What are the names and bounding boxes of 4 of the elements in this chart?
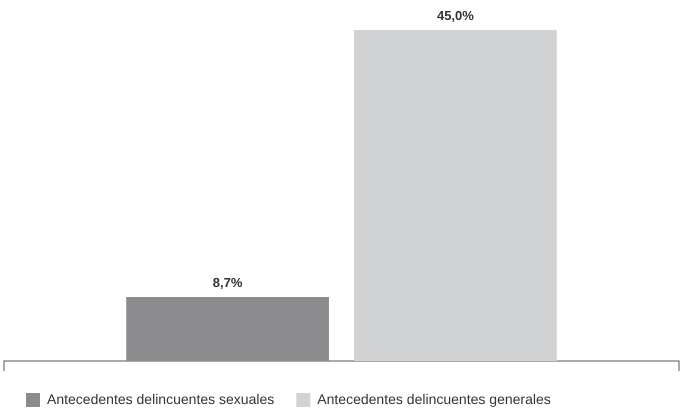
legend-label: Antecedentes delincuentes sexuales [47, 390, 274, 407]
legend-label: Antecedentes delincuentes generales [317, 390, 551, 407]
data-label: 45,0% [436, 8, 474, 24]
data-label: 8,7% [212, 275, 243, 290]
